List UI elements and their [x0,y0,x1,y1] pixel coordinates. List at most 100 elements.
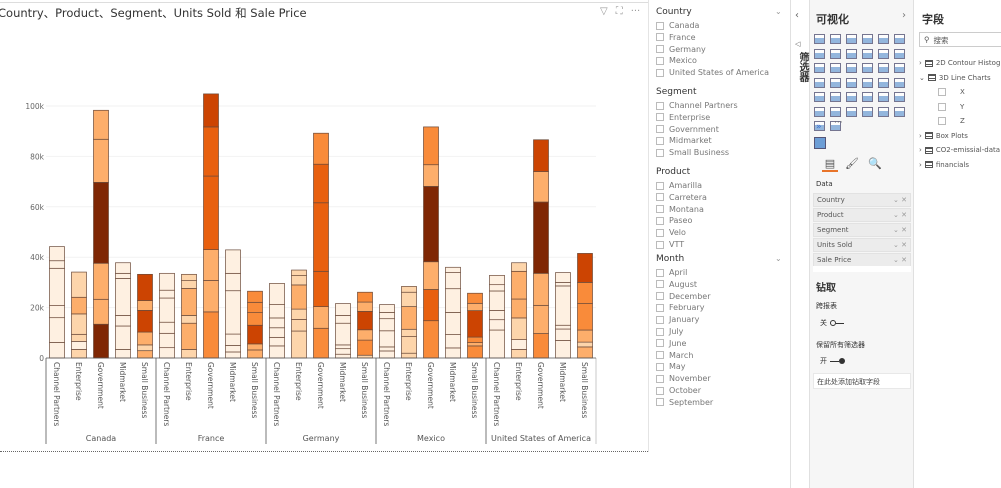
slicer-item[interactable]: Government [656,125,719,134]
visual-type-icon[interactable] [894,34,905,44]
bar-segment[interactable] [181,322,197,350]
bar-segment[interactable] [379,318,395,332]
bar-segment[interactable] [533,304,549,334]
bar-segment[interactable] [203,126,219,177]
bar-segment[interactable] [49,317,65,343]
bar-segment[interactable] [203,280,219,313]
bar-segment[interactable] [379,350,395,359]
bar-segment[interactable] [445,272,461,290]
slicer-item[interactable]: June [656,339,686,348]
bar-segment[interactable] [225,351,241,359]
bar-segment[interactable] [577,329,593,343]
fields-search-input[interactable]: ⚲ 搜索 [919,32,1001,47]
visual-type-icon[interactable] [894,92,905,102]
visual-type-icon[interactable] [878,34,889,44]
bar-segment[interactable] [577,282,593,304]
checkbox[interactable] [938,88,946,96]
bar-segment[interactable] [181,280,197,289]
dropdown-remove-icons[interactable]: ⌄ ✕ [893,256,907,264]
slicer-item[interactable]: November [656,374,711,383]
field-table[interactable]: › CO2-emissial-data [919,146,1000,154]
bar-segment[interactable] [489,310,505,321]
bar-segment[interactable] [467,302,483,311]
visual-type-icon[interactable] [814,63,825,73]
visual-type-icon[interactable] [830,34,841,44]
bar-segment[interactable] [401,306,417,330]
bar-segment[interactable] [225,345,241,353]
bar-segment[interactable] [423,164,439,187]
bar-segment[interactable] [115,325,131,350]
bar-segment[interactable] [511,262,527,272]
bar-segment[interactable] [137,344,153,352]
visual-type-icon[interactable] [862,106,873,117]
bar-segment[interactable] [357,311,373,331]
bar-segment[interactable] [115,272,131,279]
bar-segment[interactable] [357,329,373,341]
bar-segment[interactable] [115,315,131,327]
bar-segment[interactable] [159,332,175,349]
bar-segment[interactable] [49,267,65,306]
format-tab-icon[interactable]: 🖌 [845,157,859,170]
bar-segment[interactable] [555,324,571,330]
chevron-down-icon[interactable]: ⌄ [919,73,925,82]
visual-type-icon[interactable] [862,92,873,102]
checkbox[interactable] [656,216,664,225]
slicer-item[interactable]: United States of America [656,68,769,77]
bar-segment[interactable] [313,306,329,329]
visual-type-icon[interactable] [894,77,905,88]
bar-segment[interactable] [423,186,439,263]
slicer-item[interactable]: VTT [656,240,684,249]
bar-segment[interactable] [137,273,153,301]
visual-type-icon[interactable] [846,34,857,44]
field-well-item[interactable]: Segment ⌄ ✕ [813,223,911,237]
bar-segment[interactable] [71,349,87,359]
visual-type-icon[interactable] [814,34,825,44]
visual-type-icon[interactable] [814,121,825,131]
bar-segment[interactable] [313,132,329,165]
bar-segment[interactable] [49,246,65,262]
bar-segment[interactable] [269,317,285,329]
bar-segment[interactable] [247,349,263,359]
slicer-item[interactable]: Mexico [656,56,697,65]
bar-segment[interactable] [489,274,505,286]
bar-segment[interactable] [269,283,285,305]
slicer-item[interactable]: April [656,268,687,277]
bar-segment[interactable] [291,284,307,310]
slicer-item[interactable]: Paseo [656,216,692,225]
visual-type-icon[interactable] [894,63,905,73]
visual-type-icon[interactable] [894,48,905,59]
slicer-item[interactable]: France [656,33,696,42]
bar-segment[interactable] [313,202,329,272]
checkbox[interactable] [656,21,664,30]
checkbox[interactable] [656,268,664,277]
bar-segment[interactable] [335,303,351,316]
visual-type-icon[interactable] [830,121,841,131]
stacked-column-chart[interactable]: 0 20k 40k 60k 80k 100k Channel Partners Enterpr… [0,0,648,452]
bar-segment[interactable] [181,273,197,281]
bar-segment[interactable] [335,344,351,350]
bar-segment[interactable] [181,315,197,324]
bar-segment[interactable] [49,305,65,319]
bar-segment[interactable] [247,343,263,351]
bar-segment[interactable] [555,340,571,359]
checkbox[interactable] [656,56,664,65]
visual-type-icon[interactable] [862,34,873,44]
bar-segment[interactable] [335,353,351,359]
bar-segment[interactable] [115,349,131,359]
chevron-visual-icon[interactable]: » [816,122,822,132]
visual-type-icon[interactable] [894,106,905,117]
dropdown-remove-icons[interactable]: ⌄ ✕ [893,241,907,249]
bar-segment[interactable] [401,336,417,354]
visual-type-icon[interactable] [814,48,825,59]
bar-segment[interactable] [533,333,549,359]
bar-segment[interactable] [577,303,593,331]
visual-type-icon[interactable] [878,92,889,102]
collapse-chevron-icon[interactable]: ‹ [795,10,799,21]
bar-segment[interactable] [291,275,307,286]
checkbox[interactable] [656,148,664,157]
visual-type-icon[interactable] [846,63,857,73]
slicer-item[interactable]: February [656,303,704,312]
bar-segment[interactable] [357,354,373,359]
checkbox[interactable] [656,193,664,202]
visual-type-icon[interactable] [846,48,857,59]
